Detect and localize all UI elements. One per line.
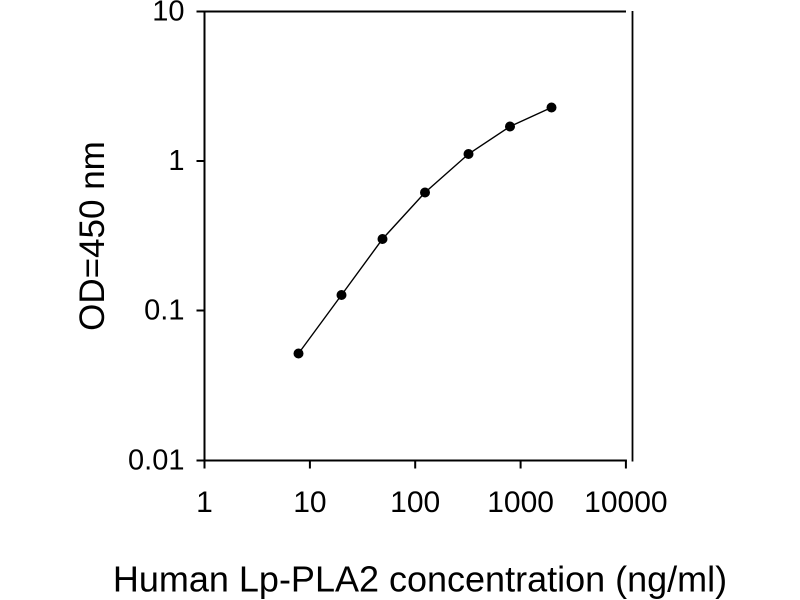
- svg-text:0.01: 0.01: [128, 445, 184, 477]
- svg-text:OD=450 nm: OD=450 nm: [73, 141, 112, 331]
- svg-text:Human Lp-PLA2 concentration (n: Human Lp-PLA2 concentration (ng/ml): [113, 559, 727, 600]
- svg-text:1: 1: [196, 486, 213, 519]
- svg-text:10: 10: [293, 486, 326, 519]
- svg-text:1000: 1000: [487, 486, 554, 519]
- svg-text:1: 1: [168, 145, 184, 177]
- svg-text:10: 10: [152, 0, 184, 28]
- svg-text:10000: 10000: [584, 486, 667, 519]
- svg-text:100: 100: [390, 486, 440, 519]
- svg-text:0.1: 0.1: [144, 295, 184, 327]
